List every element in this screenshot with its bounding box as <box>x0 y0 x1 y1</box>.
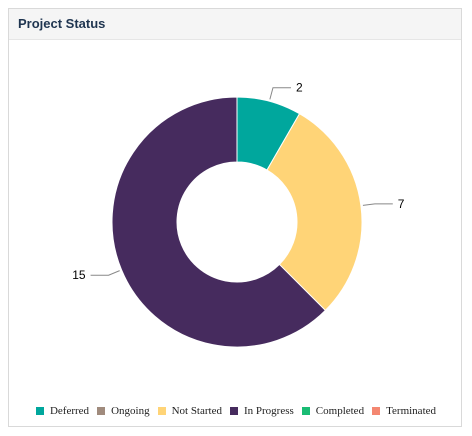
data-label-deferred: 2 <box>296 81 303 95</box>
legend-swatch <box>372 407 381 415</box>
legend-label: In Progress <box>243 405 294 417</box>
legend-item-ongoing[interactable]: Ongoing <box>97 405 150 417</box>
slice-not-started[interactable] <box>266 113 363 312</box>
label-connector <box>269 87 291 100</box>
legend-item-terminated[interactable]: Terminated <box>372 405 436 417</box>
legend-label: Terminated <box>386 405 437 417</box>
legend-label: Completed <box>315 405 365 417</box>
legend-swatch <box>157 407 166 415</box>
data-label-not-started: 7 <box>398 197 405 211</box>
chart-legend: Deferred Ongoing Not Started In Progress Com… <box>0 403 472 419</box>
legend-label: Not Started <box>171 405 222 417</box>
legend-swatch <box>97 407 106 415</box>
legend-item-in-progress[interactable]: In Progress <box>229 405 294 417</box>
legend-swatch <box>229 407 238 415</box>
label-connector <box>362 203 393 206</box>
legend-item-not-started[interactable]: Not Started <box>157 405 222 417</box>
legend-item-completed[interactable]: Completed <box>301 405 365 417</box>
legend-label: Ongoing <box>111 405 150 417</box>
panel-header: Project Status <box>9 9 461 40</box>
project-status-panel: Project Status <box>8 8 462 427</box>
data-label-in-progress: 15 <box>72 268 86 282</box>
slice-in-progress[interactable] <box>111 96 327 348</box>
legend-swatch <box>301 407 310 415</box>
legend-item-deferred[interactable]: Deferred <box>35 405 90 417</box>
panel-title: Project Status <box>18 16 106 31</box>
legend-label: Deferred <box>49 405 90 417</box>
label-connector <box>90 270 120 276</box>
legend-swatch <box>35 407 44 415</box>
